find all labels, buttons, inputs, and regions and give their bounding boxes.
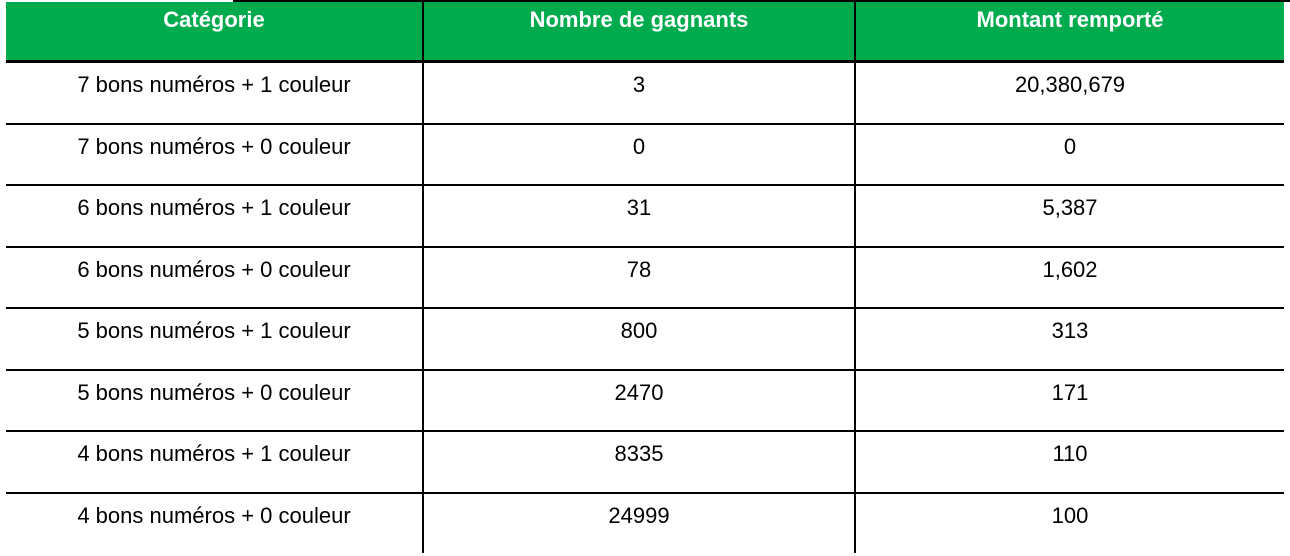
category-cell: 5 bons numéros + 1 couleur <box>6 308 423 371</box>
table-body: 7 bons numéros + 1 couleur 3 20,380,679 … <box>6 61 1284 553</box>
amount-cell: 1,602 <box>854 246 1284 309</box>
amount-cell: 5,387 <box>854 185 1284 248</box>
table-row: 7 bons numéros + 0 couleur 0 0 <box>6 123 1284 186</box>
amount-cell: 100 <box>854 492 1284 553</box>
table-row: 6 bons numéros + 1 couleur 31 5,387 <box>6 185 1284 248</box>
table-header: Catégorie Nombre de gagnants Montant rem… <box>6 2 1284 63</box>
amount-cell: 20,380,679 <box>854 61 1284 125</box>
table-row: 4 bons numéros + 0 couleur 24999 100 <box>6 492 1284 553</box>
category-cell: 4 bons numéros + 1 couleur <box>6 431 423 494</box>
winners-cell: 0 <box>422 123 855 186</box>
table-row: 5 bons numéros + 1 couleur 800 313 <box>6 308 1284 371</box>
winners-cell: 3 <box>422 61 855 125</box>
winners-cell: 800 <box>422 308 855 371</box>
winners-cell: 24999 <box>422 492 855 553</box>
lottery-results-table: Catégorie Nombre de gagnants Montant rem… <box>6 2 1284 553</box>
amount-cell: 171 <box>854 369 1284 432</box>
winners-cell: 78 <box>422 246 855 309</box>
column-header-nombre-de-gagnants: Nombre de gagnants <box>422 2 855 63</box>
table-row: 4 bons numéros + 1 couleur 8335 110 <box>6 431 1284 494</box>
results-table-wrap: Catégorie Nombre de gagnants Montant rem… <box>6 2 1284 553</box>
winners-cell: 8335 <box>422 431 855 494</box>
amount-cell: 313 <box>854 308 1284 371</box>
category-cell: 7 bons numéros + 1 couleur <box>6 61 423 125</box>
column-header-montant-remporte: Montant remporté <box>854 2 1284 63</box>
category-cell: 6 bons numéros + 1 couleur <box>6 185 423 248</box>
category-cell: 5 bons numéros + 0 couleur <box>6 369 423 432</box>
winners-cell: 2470 <box>422 369 855 432</box>
amount-cell: 0 <box>854 123 1284 186</box>
top-crop-line <box>233 0 1290 2</box>
category-cell: 7 bons numéros + 0 couleur <box>6 123 423 186</box>
category-cell: 4 bons numéros + 0 couleur <box>77 502 351 528</box>
winners-cell: 31 <box>422 185 855 248</box>
table-row: 7 bons numéros + 1 couleur 3 20,380,679 <box>6 61 1284 125</box>
table-row: 6 bons numéros + 0 couleur 78 1,602 <box>6 246 1284 309</box>
table-row: 5 bons numéros + 0 couleur 2470 171 <box>6 369 1284 432</box>
column-header-categorie: Catégorie <box>6 2 423 63</box>
category-cell: 6 bons numéros + 0 couleur <box>6 246 423 309</box>
amount-cell: 110 <box>854 431 1284 494</box>
header-row: Catégorie Nombre de gagnants Montant rem… <box>6 2 1284 63</box>
